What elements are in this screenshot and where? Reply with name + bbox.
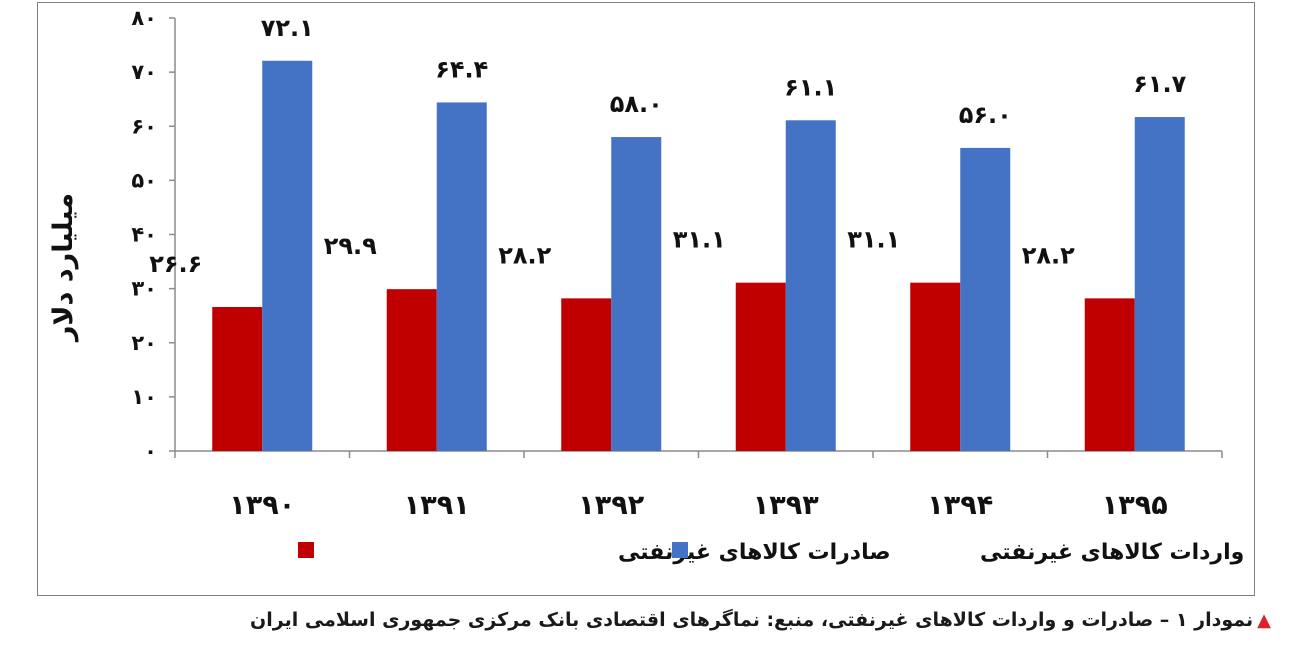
x-tick-label: ۱۳۹۳ bbox=[753, 490, 819, 521]
y-tick-label: ۶۰ bbox=[131, 114, 157, 138]
bar-exports bbox=[212, 307, 263, 451]
bar-exports bbox=[910, 282, 961, 451]
y-tick-label: ۸۰ bbox=[131, 6, 157, 30]
data-labels: ۲۶.۶ ۷۲.۱ ۲۹.۹ ۶۴.۴ ۲۸.۲ ۵۸.۰ ۳۱.۱ ۶۱.۱ ۳۱.۱ ۵۶.۰… bbox=[149, 14, 1186, 278]
bar-exports bbox=[561, 298, 612, 451]
axes bbox=[169, 17, 1223, 458]
bar-exports bbox=[1084, 298, 1135, 451]
bar-chart: ۲۶.۶ ۷۲.۱ ۲۹.۹ ۶۴.۴ ۲۸.۲ ۵۸.۰ ۳۱.۱ ۶۱.۱ ۳۱.۱ ۵۶.۰… bbox=[48, 6, 1244, 565]
x-tick-label: ۱۳۹۱ bbox=[404, 490, 470, 521]
data-label-exports: ۳۱.۱ bbox=[847, 226, 900, 254]
caption-triangle-icon: ▲ bbox=[1257, 609, 1271, 631]
x-tick-label: ۱۳۹۵ bbox=[1102, 490, 1168, 521]
y-tick-label: ۷۰ bbox=[131, 60, 157, 84]
y-axis-label: میلیارد دلار bbox=[48, 193, 79, 343]
legend-label-imports: واردات کالاهای غیرنفتی bbox=[980, 540, 1244, 565]
data-label-exports: ۲۶.۶ bbox=[149, 250, 202, 278]
bar-imports bbox=[611, 137, 662, 451]
data-label-imports: ۶۱.۱ bbox=[784, 73, 837, 101]
legend-swatch-exports bbox=[298, 542, 314, 558]
data-label-exports: ۲۸.۲ bbox=[1022, 241, 1075, 269]
data-label-exports: ۳۱.۱ bbox=[673, 226, 726, 254]
bar-imports bbox=[262, 60, 313, 451]
y-tick-label: ۱۰ bbox=[131, 385, 157, 409]
legend: صادرات کالاهای غیرنفتی واردات کالاهای غیر… bbox=[298, 540, 1244, 565]
y-tick-labels: ۰ ۱۰ ۲۰ ۳۰ ۴۰ ۵۰ ۶۰ ۷۰ ۸۰ bbox=[131, 6, 157, 463]
bar-imports bbox=[960, 147, 1011, 451]
figure-caption: ▲ نمودار ۱ – صادرات و واردات کالاهای غیر… bbox=[250, 609, 1271, 631]
y-tick-label: ۲۰ bbox=[131, 331, 157, 355]
caption-text: نمودار ۱ – صادرات و واردات کالاهای غیرنف… bbox=[250, 609, 1254, 631]
x-tick-label: ۱۳۹۴ bbox=[927, 490, 993, 521]
x-tick-label: ۱۳۹۰ bbox=[229, 490, 295, 521]
data-label-imports: ۵۸.۰ bbox=[610, 90, 663, 118]
y-tick-label: ۰ bbox=[144, 439, 157, 463]
y-tick-label: ۴۰ bbox=[131, 223, 157, 247]
bar-exports bbox=[735, 282, 786, 451]
y-tick-label: ۳۰ bbox=[131, 277, 157, 301]
bar-imports bbox=[785, 120, 836, 451]
legend-label-exports: صادرات کالاهای غیرنفتی bbox=[618, 540, 891, 565]
bars bbox=[212, 60, 1185, 451]
bar-imports bbox=[1134, 117, 1185, 451]
x-tick-label: ۱۳۹۲ bbox=[578, 490, 644, 521]
data-label-imports: ۵۶.۰ bbox=[959, 101, 1012, 129]
legend-swatch-imports bbox=[672, 542, 688, 558]
data-label-imports: ۶۴.۴ bbox=[435, 55, 488, 83]
data-label-exports: ۲۸.۲ bbox=[498, 241, 551, 269]
data-label-imports: ۶۱.۷ bbox=[1133, 70, 1186, 98]
x-tick-labels: ۱۳۹۰ ۱۳۹۱ ۱۳۹۲ ۱۳۹۳ ۱۳۹۴ ۱۳۹۵ bbox=[229, 490, 1167, 521]
chart-frame bbox=[37, 2, 1255, 596]
data-label-exports: ۲۹.۹ bbox=[324, 232, 377, 260]
bar-imports bbox=[436, 102, 487, 451]
data-label-imports: ۷۲.۱ bbox=[261, 14, 314, 42]
bar-exports bbox=[386, 289, 437, 451]
y-tick-label: ۵۰ bbox=[131, 168, 157, 192]
